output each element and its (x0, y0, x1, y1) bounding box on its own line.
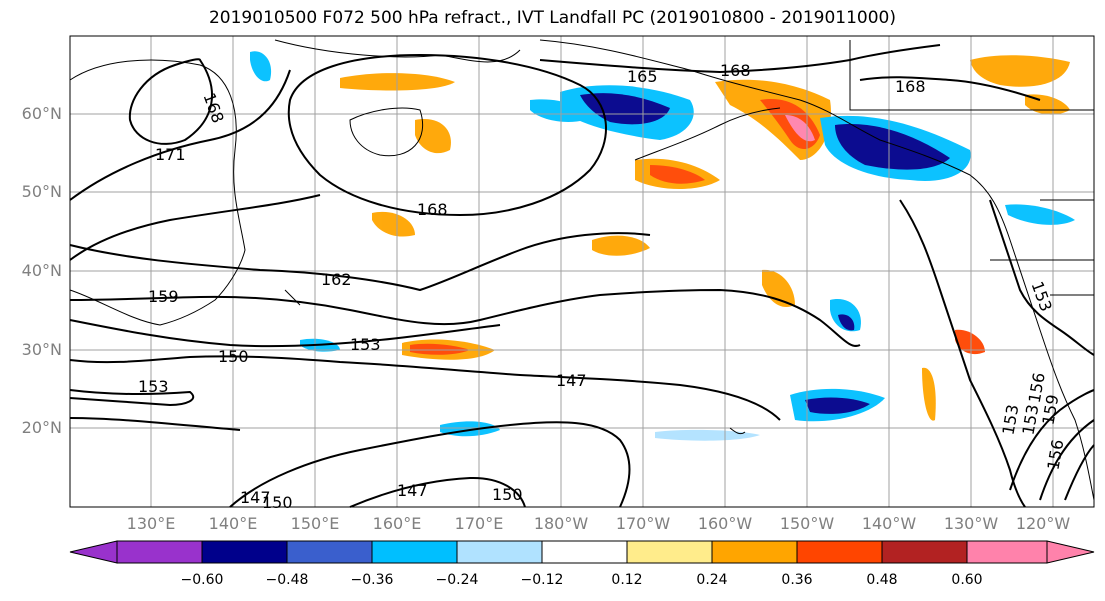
contour-line (229, 421, 631, 508)
contour-line (989, 199, 1095, 356)
colorbar-bin (711, 540, 798, 564)
negative-anomaly-patch (580, 93, 670, 125)
lon-label: 150°E (290, 514, 340, 533)
colorbar-bin (116, 540, 203, 564)
positive-anomaly-patch (955, 329, 985, 355)
colorbar-tick-label: −0.12 (520, 572, 564, 588)
contour-label: 168 (895, 77, 926, 96)
contour-line (349, 476, 526, 508)
plot-title: 2019010500 F072 500 hPa refract., IVT La… (208, 8, 896, 28)
negative-anomaly-patch (1005, 204, 1075, 225)
positive-anomaly-patch (970, 55, 1070, 87)
colorbar-low-extend (69, 540, 118, 564)
negative-anomaly-patch (655, 429, 760, 441)
contour-line (69, 288, 861, 347)
contour-line (859, 76, 1041, 101)
lon-label: 180°W (533, 514, 589, 533)
contour-line (69, 232, 651, 292)
height-contours (69, 44, 1095, 508)
contour-label: 159 (148, 287, 179, 306)
colorbar-tick-label: −0.60 (180, 572, 224, 588)
contour-line (69, 69, 291, 201)
colorbar-tick-label: 0.60 (951, 572, 983, 588)
contour-label: 147 (397, 481, 428, 500)
colorbar-bin (541, 540, 628, 564)
colorbar-bin (286, 540, 373, 564)
lon-label: 160°E (372, 514, 422, 533)
contour-line (287, 53, 607, 217)
map-frame (69, 35, 1095, 508)
contour-label: 171 (155, 145, 186, 164)
lon-label: 160°W (697, 514, 753, 533)
contour-line (1039, 419, 1095, 501)
colorbar-high-extend (1046, 540, 1095, 564)
negative-anomaly-patch (805, 397, 870, 414)
contour-label: 153 (138, 377, 169, 396)
contour-label: 165 (627, 67, 658, 86)
negative-anomaly-patch (835, 124, 950, 170)
contour-label: 153 (350, 335, 381, 354)
colorbar-bin (456, 540, 543, 564)
colorbar-bin (881, 540, 968, 564)
lon-label: 120°W (1015, 514, 1071, 533)
lat-label: 40°N (21, 261, 62, 280)
negative-anomaly-patch (250, 51, 272, 82)
contour-line (899, 199, 1026, 508)
gridlines (70, 36, 1094, 507)
contour-label: 168 (720, 61, 751, 80)
colorbar-bin (201, 540, 288, 564)
negative-anomaly-patch (838, 314, 855, 331)
lat-label: 50°N (21, 182, 62, 201)
contour-line (69, 319, 501, 348)
contour-line (69, 417, 241, 431)
contour-line (1009, 389, 1095, 491)
colorbar-tick-label: −0.24 (435, 572, 479, 588)
lon-label: 140°E (208, 514, 258, 533)
contour-label: 150 (262, 493, 293, 512)
contour-line (69, 194, 321, 261)
contour-line (1064, 444, 1095, 501)
colorbar-bin (371, 540, 458, 564)
colorbar-bin (796, 540, 883, 564)
lat-label: 60°N (21, 104, 62, 123)
contour-line (539, 44, 941, 74)
lon-label: 130°E (126, 514, 176, 533)
lat-label: 20°N (21, 418, 62, 437)
positive-anomaly-patch (922, 367, 936, 421)
colorbar-tick-label: −0.36 (350, 572, 394, 588)
colorbar-tick-label: 0.12 (611, 572, 643, 588)
lon-label: 170°W (615, 514, 671, 533)
positive-anomaly-patch (592, 235, 650, 256)
colorbar-tick-label: 0.24 (696, 572, 728, 588)
positive-anomaly-patch (372, 211, 415, 237)
contour-line (128, 58, 213, 145)
contour-line (69, 355, 781, 421)
negative-anomaly-patch (530, 99, 585, 122)
contour-label: 162 (321, 270, 352, 289)
contour-label: 168 (417, 200, 448, 219)
colorbar-bin (626, 540, 713, 564)
lon-label: 130°W (943, 514, 999, 533)
lon-label: 140°W (861, 514, 917, 533)
colorbar-bin (966, 540, 1048, 564)
lon-label: 150°W (779, 514, 835, 533)
colorbar (69, 540, 1095, 564)
positive-anomaly-patch (415, 119, 451, 154)
contour-label: 147 (556, 371, 587, 390)
lon-label: 170°E (454, 514, 504, 533)
contour-label: 150 (218, 347, 249, 366)
contour-label: 150 (492, 485, 523, 504)
lat-label: 30°N (21, 340, 62, 359)
colorbar-tick-label: −0.48 (265, 572, 309, 588)
contour-label: 147 (240, 488, 271, 507)
positive-anomaly-patch (650, 165, 705, 184)
positive-anomaly-patch (410, 343, 470, 355)
contour-line (69, 389, 195, 407)
colorbar-tick-label: 0.48 (866, 572, 898, 588)
colorbar-tick-label: 0.36 (781, 572, 813, 588)
